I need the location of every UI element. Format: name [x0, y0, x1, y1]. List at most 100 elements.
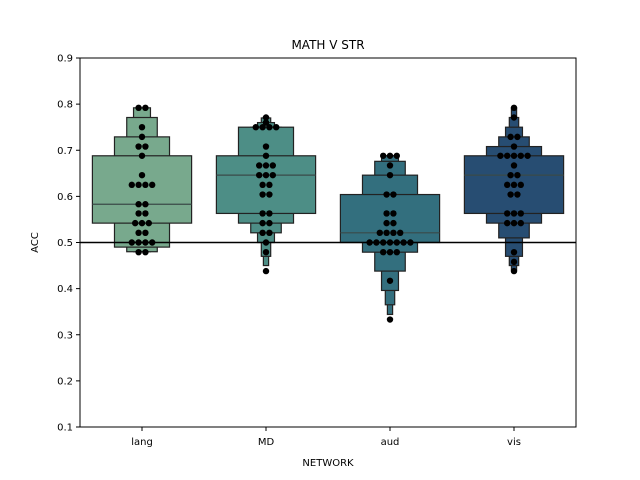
boxen-vis [463, 107, 565, 271]
data-point [507, 191, 514, 198]
data-point [504, 219, 511, 227]
y-axis: 0.1 0.2 0.3 0.4 0.5 0.6 0.7 0.8 0.9 [57, 54, 80, 434]
data-point [135, 248, 142, 256]
data-point [266, 191, 273, 198]
boxen-box [91, 155, 193, 224]
data-point [135, 201, 142, 208]
data-point [510, 181, 518, 189]
data-point [390, 229, 397, 237]
data-point [259, 191, 266, 198]
data-point [504, 152, 511, 159]
data-point [510, 162, 518, 169]
data-point [386, 152, 394, 159]
swarm-lang [128, 104, 156, 256]
data-point [383, 191, 390, 198]
data-point [262, 248, 270, 256]
data-point [386, 171, 394, 179]
data-point [135, 143, 142, 150]
data-point [138, 219, 146, 227]
data-point [262, 267, 270, 275]
swarm-vis [497, 104, 531, 275]
data-point [142, 229, 149, 237]
y-axis-label: ACC [30, 232, 41, 253]
x-axis: lang MD aud vis [131, 427, 521, 448]
data-point [386, 277, 394, 284]
data-point [269, 162, 276, 169]
boxen-aud [339, 155, 441, 316]
data-point [262, 162, 270, 169]
data-point [262, 143, 270, 150]
data-point [138, 171, 146, 179]
x-axis-label: NETWORK [302, 458, 354, 469]
data-point [390, 219, 397, 227]
data-point [259, 229, 266, 237]
y-tick-label: 0.6 [57, 192, 73, 203]
data-point [142, 210, 149, 217]
data-point [135, 229, 142, 237]
y-tick-label: 0.1 [57, 423, 73, 434]
y-tick-label: 0.2 [57, 376, 73, 387]
data-point [514, 191, 521, 198]
data-point [390, 191, 397, 198]
data-point [256, 162, 263, 169]
data-point [138, 123, 146, 131]
data-point [510, 267, 518, 275]
y-tick-label: 0.8 [57, 100, 73, 111]
data-point [380, 248, 387, 256]
data-point [128, 181, 135, 189]
data-point [142, 143, 149, 150]
data-point [514, 171, 521, 179]
data-point [259, 210, 266, 217]
y-tick-label: 0.5 [57, 238, 73, 249]
boxen-box [339, 193, 441, 244]
data-point [504, 210, 511, 217]
chart-title: MATH V STR [291, 38, 364, 52]
data-point [524, 152, 531, 159]
data-point [262, 114, 270, 121]
data-point [383, 229, 390, 237]
plot-area [91, 104, 565, 323]
data-point [517, 210, 524, 217]
data-point [273, 123, 280, 131]
data-point [266, 181, 273, 189]
data-point [497, 152, 504, 159]
data-point [507, 171, 514, 179]
data-point [142, 104, 149, 112]
data-point [517, 152, 524, 159]
data-point [510, 258, 518, 266]
swarm-MD [252, 114, 280, 275]
data-point [510, 210, 518, 217]
data-point [510, 143, 518, 150]
x-tick-label-vis: vis [507, 437, 521, 448]
data-point [514, 133, 521, 141]
data-point [386, 248, 394, 256]
data-point [510, 248, 518, 256]
data-point [397, 229, 404, 237]
y-tick-label: 0.3 [57, 330, 73, 341]
data-point [383, 210, 390, 217]
data-point [266, 219, 273, 227]
data-point [510, 152, 518, 159]
data-point [376, 229, 383, 237]
data-point [142, 181, 149, 189]
data-point [262, 152, 270, 159]
data-point [510, 114, 518, 121]
data-point [386, 316, 394, 323]
data-point [393, 152, 400, 159]
data-point [142, 201, 149, 208]
y-tick-label: 0.4 [57, 284, 73, 295]
data-point [266, 229, 273, 237]
data-point [262, 119, 270, 126]
data-point [256, 171, 263, 179]
data-point [507, 133, 514, 141]
data-point [393, 248, 400, 256]
data-point [517, 219, 524, 227]
data-point [390, 210, 397, 217]
data-point [510, 219, 518, 227]
data-point [259, 219, 266, 227]
data-point [386, 162, 394, 169]
data-point [517, 181, 524, 189]
data-point [262, 171, 270, 179]
x-tick-label-lang: lang [131, 437, 153, 448]
data-point [145, 219, 152, 227]
